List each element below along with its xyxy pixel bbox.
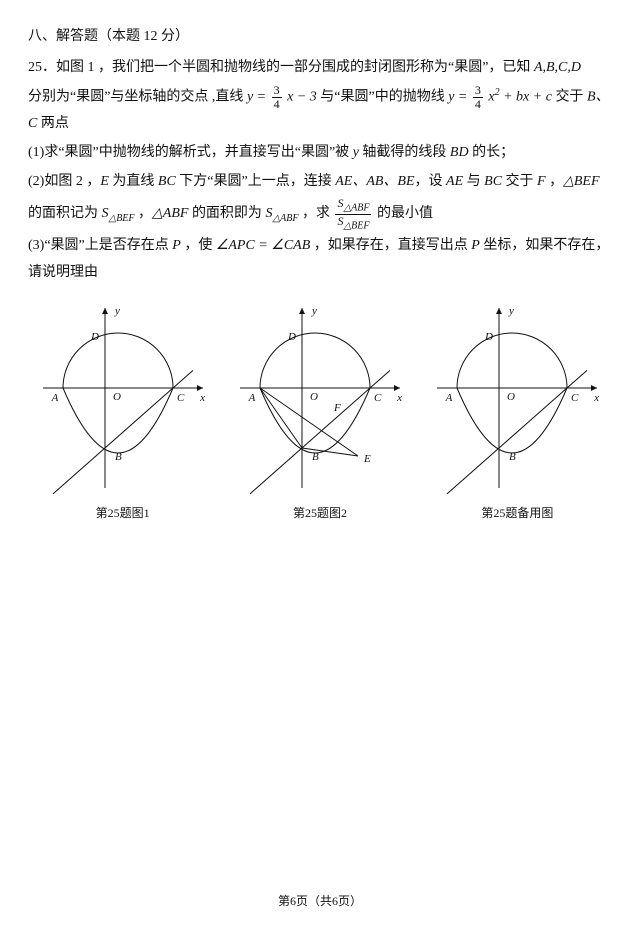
AE: AE (446, 174, 463, 189)
rd: S△BEF (335, 215, 371, 231)
svg-text:D: D (287, 331, 296, 343)
eq: y = (247, 90, 270, 105)
P: P (172, 238, 181, 253)
ss: △BEF (343, 220, 369, 231)
figure-1-caption: 第25题图1 (28, 502, 217, 525)
t: ，求 (298, 206, 333, 221)
svg-text:x: x (199, 392, 205, 404)
section-heading: 八、解答题（本题 12 分） (28, 24, 612, 51)
ratio: S△ABFS△BEF (335, 197, 371, 231)
rn: S△ABF (335, 197, 371, 214)
x: x (485, 90, 495, 105)
t: 的面积即为 (188, 206, 265, 221)
q2b: 的面积记为 S△BEF ，△ABF 的面积即为 S△ABF ，求 S△ABFS△… (28, 197, 612, 231)
svg-text:B: B (509, 451, 516, 463)
t: ， (546, 174, 564, 189)
svg-text:O: O (310, 391, 318, 403)
figure-2-caption: 第25题图2 (225, 502, 414, 525)
t: (2)如图 2 ， (28, 174, 100, 189)
figure-2-svg: A C O D Bx y E F (230, 298, 410, 498)
t: ，设 (415, 174, 447, 189)
q3: (3)“果圆”上是否存在点 P ，使 ∠APC = ∠CAB ，如果存在，直接写… (28, 233, 612, 286)
svg-text:C: C (571, 392, 579, 404)
F: F (537, 174, 546, 189)
problem-25: 25．如图 1 ，我们把一个半圆和抛物线的一部分围成的封闭图形称为“果圆”，已知… (28, 55, 612, 82)
pts: A,B,C,D (534, 60, 581, 75)
ang: ∠APC = ∠CAB (216, 238, 310, 253)
tail: + bx + c (500, 90, 556, 105)
figure-3: A C O D Bx y 第25题备用图 (423, 298, 612, 525)
figure-3-caption: 第25题备用图 (423, 502, 612, 525)
figures-row: A C O D Bx y 第25题图1 A C O D Bx y E F 第25题图2 A C O D Bx y … (28, 298, 612, 525)
svg-text:O: O (113, 391, 121, 403)
t: 与“果圆”中的抛物线 (320, 90, 448, 105)
q2: (2)如图 2 ，E 为直线 BC 下方“果圆”上一点，连接 AE、AB、BE，… (28, 169, 612, 196)
ss: △ABF (343, 203, 369, 214)
t: ，使 (181, 238, 216, 253)
t: 的长； (469, 145, 515, 160)
page-footer: 第6页（共6页） (0, 890, 640, 913)
frac-34-a: 34 (272, 84, 282, 111)
E: E (100, 174, 109, 189)
t: (1)求“果圆”中抛物线的解析式，并直接写出“果圆”被 (28, 145, 353, 160)
tri1: △BEF (563, 174, 599, 189)
BC: BC (158, 174, 176, 189)
eq: y = (448, 90, 471, 105)
svg-text:A: A (50, 392, 58, 404)
t: (3)“果圆”上是否存在点 (28, 238, 172, 253)
svg-text:x: x (396, 392, 402, 404)
svg-text:A: A (248, 392, 256, 404)
svg-text:C: C (374, 392, 382, 404)
svg-text:E: E (363, 453, 371, 465)
bd: BD (450, 145, 469, 160)
t: ，如果存在，直接写出点 (310, 238, 471, 253)
den: 4 (473, 98, 483, 111)
svg-text:F: F (333, 402, 341, 414)
figure-1-svg: A C O D Bx y (33, 298, 213, 498)
frac-34-b: 34 (473, 84, 483, 111)
t: ．如图 1 ，我们把一个半圆和抛物线的一部分围成的封闭图形称为“果圆”，已知 (42, 60, 534, 75)
q1: (1)求“果圆”中抛物线的解析式，并直接写出“果圆”被 y 轴截得的线段 BD … (28, 140, 612, 167)
t: 分别为“果圆”与坐标轴的交点 ,直线 (28, 90, 247, 105)
BC2: BC (484, 174, 502, 189)
problem-number: 25 (28, 60, 42, 75)
figure-3-svg: A C O D Bx y (427, 298, 607, 498)
figure-1: A C O D Bx y 第25题图1 (28, 298, 217, 525)
t: 为直线 (109, 174, 158, 189)
svg-text:D: D (90, 331, 99, 343)
svg-text:A: A (445, 392, 453, 404)
svg-text:D: D (484, 331, 493, 343)
eq: x − 3 (284, 90, 321, 105)
t: 的面积记为 (28, 206, 102, 221)
svg-text:C: C (177, 392, 185, 404)
t: 两点 (37, 116, 69, 131)
t: 与 (463, 174, 484, 189)
line-2: 分别为“果圆”与坐标轴的交点 ,直线 y = 34 x − 3 与“果圆”中的抛… (28, 83, 612, 138)
t: 交于 (502, 174, 537, 189)
figure-2: A C O D Bx y E F 第25题图2 (225, 298, 414, 525)
t: 下方“果圆”上一点，连接 (176, 174, 335, 189)
num: 3 (473, 84, 483, 98)
svg-text:y: y (508, 305, 514, 317)
svg-text:B: B (312, 451, 319, 463)
svg-text:y: y (311, 305, 317, 317)
S2s: △ABF (272, 213, 298, 224)
t: 轴截得的线段 (359, 145, 450, 160)
t: ， (135, 206, 153, 221)
svg-text:B: B (115, 451, 122, 463)
t: 交于 (555, 90, 587, 105)
S1s: △BEF (109, 213, 135, 224)
segs: AE、AB、BE (335, 174, 414, 189)
den: 4 (272, 98, 282, 111)
svg-text:y: y (114, 305, 120, 317)
tri2: △ABF (152, 206, 188, 221)
P2: P (471, 238, 480, 253)
num: 3 (272, 84, 282, 98)
svg-text:x: x (593, 392, 599, 404)
svg-text:O: O (507, 391, 515, 403)
t: 的最小值 (373, 206, 433, 221)
S1: S (102, 206, 109, 221)
